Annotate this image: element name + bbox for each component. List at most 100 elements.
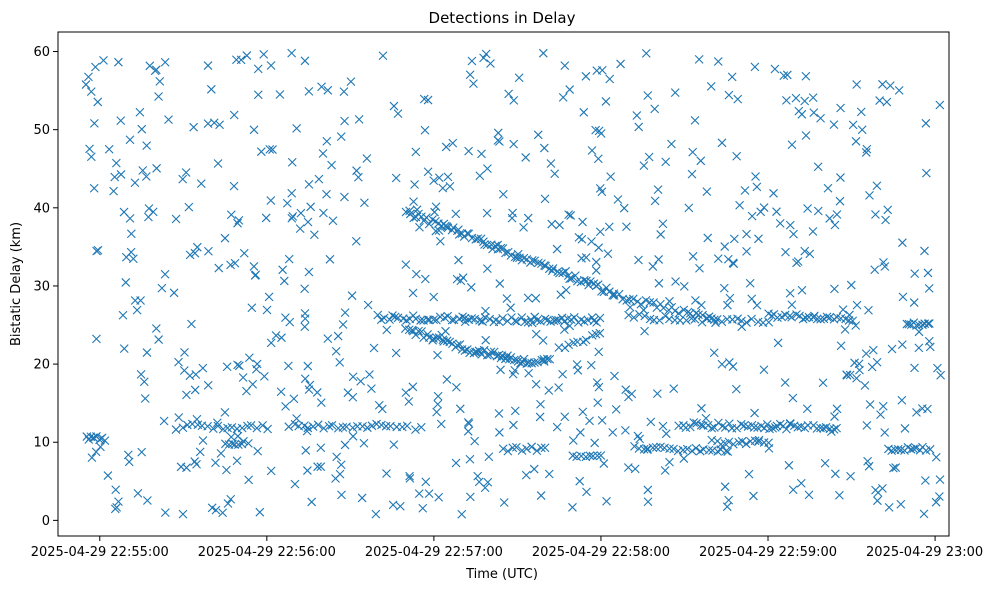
detection-marker <box>665 457 674 467</box>
detection-marker <box>527 442 537 452</box>
detection-marker <box>547 219 557 229</box>
detection-marker <box>772 207 781 217</box>
detection-marker <box>737 436 747 446</box>
detection-marker <box>804 490 814 500</box>
detection-marker <box>119 344 129 354</box>
detection-marker <box>546 317 555 327</box>
detection-marker <box>891 463 901 472</box>
detection-marker <box>290 479 300 489</box>
detection-marker <box>519 354 529 364</box>
detection-marker <box>727 72 737 82</box>
detection-marker <box>133 488 143 498</box>
detection-marker <box>373 310 383 320</box>
detection-marker <box>85 144 94 154</box>
detection-marker <box>469 79 478 89</box>
detection-marker <box>696 156 706 166</box>
detection-marker <box>935 100 945 110</box>
detection-marker <box>337 490 346 500</box>
detection-marker <box>300 322 310 332</box>
data-markers <box>81 48 946 519</box>
detection-marker <box>301 446 311 455</box>
detection-marker <box>204 246 213 256</box>
detection-marker <box>689 418 699 427</box>
detection-marker <box>483 477 493 487</box>
detection-marker <box>679 454 689 463</box>
detection-marker <box>457 509 467 519</box>
detection-marker <box>143 496 152 505</box>
detection-marker <box>555 220 564 230</box>
detection-marker <box>921 118 931 128</box>
detection-marker <box>805 249 815 259</box>
detection-marker <box>111 485 121 495</box>
x-tick-label: 2025-04-29 22:57:00 <box>365 545 503 560</box>
detection-marker <box>544 386 554 395</box>
detection-marker <box>852 80 862 89</box>
detection-marker <box>914 343 924 353</box>
detection-marker <box>865 190 874 200</box>
detection-marker <box>707 423 717 433</box>
detection-marker <box>110 172 120 182</box>
detection-marker <box>787 140 797 150</box>
detection-marker <box>643 91 653 100</box>
detection-marker <box>196 179 206 189</box>
detection-marker <box>610 371 619 381</box>
detection-marker <box>325 254 335 264</box>
detection-marker <box>359 438 369 448</box>
detection-marker <box>253 446 263 456</box>
detection-marker <box>661 429 671 439</box>
detection-marker <box>882 97 892 107</box>
detection-marker <box>247 303 257 313</box>
detection-marker <box>667 139 676 149</box>
detection-marker <box>304 267 314 277</box>
detection-marker <box>654 278 664 288</box>
detection-marker <box>752 182 762 192</box>
detection-marker <box>409 197 418 207</box>
detection-marker <box>567 274 576 283</box>
detection-marker <box>724 437 734 447</box>
detection-marker <box>644 152 654 162</box>
detection-marker <box>438 183 448 193</box>
detection-marker <box>114 57 123 67</box>
detection-marker <box>501 353 511 363</box>
detection-marker <box>434 492 444 502</box>
detection-marker <box>669 384 679 393</box>
detection-marker <box>159 416 169 426</box>
detection-marker <box>416 316 425 325</box>
detection-marker <box>300 314 310 324</box>
detection-marker <box>835 196 845 206</box>
detection-marker <box>594 382 604 392</box>
detection-marker <box>203 380 213 390</box>
detection-marker <box>517 446 527 455</box>
detection-marker <box>340 116 349 126</box>
detection-marker <box>880 428 890 437</box>
detection-marker <box>137 124 147 134</box>
detection-marker <box>709 348 719 358</box>
detection-marker <box>304 87 314 96</box>
detection-marker <box>665 296 674 306</box>
detection-marker <box>782 70 792 80</box>
detection-marker <box>428 335 438 345</box>
detection-marker <box>544 469 554 479</box>
detection-marker <box>409 213 419 223</box>
detection-marker <box>408 288 418 298</box>
x-tick-label: 2025-04-29 22:59:00 <box>699 545 837 560</box>
detection-marker <box>656 230 666 239</box>
detection-marker <box>842 370 852 380</box>
detection-marker <box>213 421 223 431</box>
detection-marker <box>896 445 906 455</box>
detection-marker <box>307 497 317 507</box>
detection-marker <box>594 347 604 357</box>
detection-marker <box>539 355 549 364</box>
detection-marker <box>627 389 637 399</box>
detection-marker <box>521 153 531 162</box>
detection-marker <box>740 186 750 195</box>
y-tick-label: 10 <box>33 436 50 451</box>
detection-marker <box>136 296 145 305</box>
detection-marker <box>327 160 336 170</box>
detection-marker <box>608 427 618 437</box>
detection-marker <box>687 446 697 456</box>
detection-marker <box>447 315 457 325</box>
detection-marker <box>643 445 652 455</box>
detection-marker <box>619 203 629 213</box>
detection-marker <box>323 85 333 95</box>
